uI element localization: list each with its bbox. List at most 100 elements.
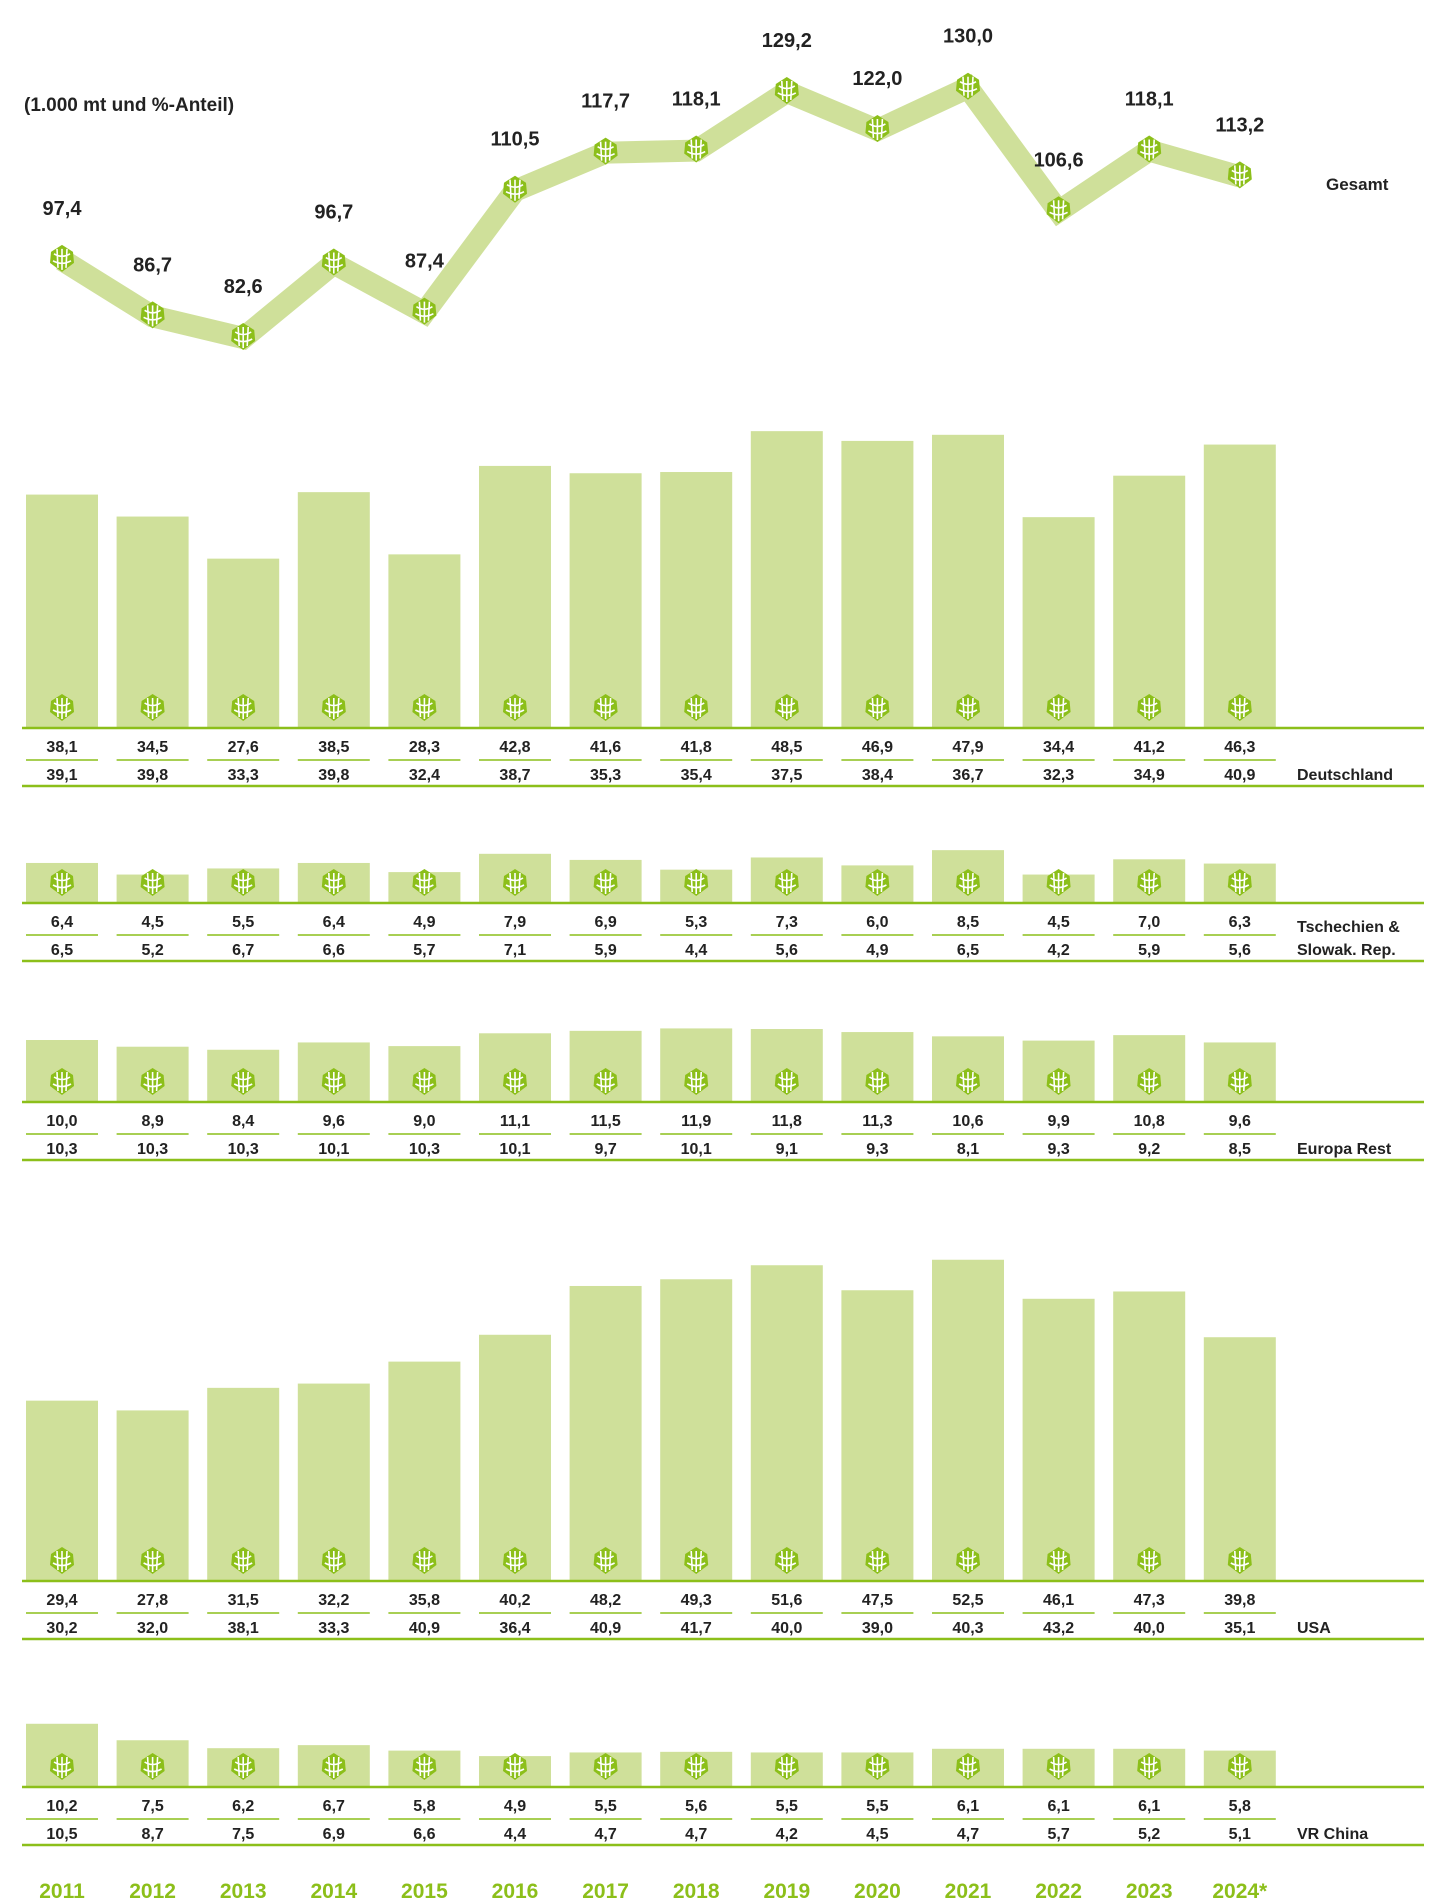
share-label: 5,9 [1138, 942, 1160, 959]
share-label: 9,3 [866, 1141, 888, 1158]
bar [388, 1361, 461, 1580]
series-label: Gesamt [1326, 175, 1389, 194]
share-label: 39,1 [46, 767, 77, 784]
share-label: 5,6 [1229, 942, 1251, 959]
share-label: 38,4 [862, 767, 893, 784]
data-label: 110,5 [491, 129, 540, 151]
year-label: 2021 [945, 1880, 992, 1903]
share-label: 41,7 [681, 1620, 712, 1637]
series-label: VR China [1297, 1826, 1368, 1843]
share-label: 4,9 [866, 942, 888, 959]
value-label: 6,7 [323, 1798, 345, 1815]
data-label: 82,6 [224, 276, 263, 298]
share-label: 7,5 [232, 1826, 254, 1843]
value-label: 9,0 [413, 1113, 435, 1130]
value-label: 5,5 [776, 1798, 798, 1815]
bar [1022, 1298, 1095, 1580]
value-label: 8,9 [141, 1113, 163, 1130]
data-label: 117,7 [581, 91, 630, 113]
share-label: 4,4 [685, 942, 707, 959]
share-label: 6,7 [232, 942, 254, 959]
value-label: 27,6 [228, 739, 259, 756]
share-label: 5,7 [413, 942, 435, 959]
share-label: 8,5 [1229, 1141, 1251, 1158]
value-label: 9,9 [1047, 1113, 1069, 1130]
value-label: 10,8 [1134, 1113, 1165, 1130]
share-label: 8,7 [141, 1826, 163, 1843]
share-label: 6,6 [413, 1826, 435, 1843]
series-label: Deutschland [1297, 767, 1393, 784]
year-label: 2022 [1035, 1880, 1082, 1903]
value-label: 6,0 [866, 914, 888, 931]
value-label: 8,4 [232, 1113, 254, 1130]
value-label: 11,8 [772, 1113, 802, 1130]
value-label: 51,6 [771, 1592, 802, 1609]
share-label: 9,2 [1138, 1141, 1160, 1158]
value-label: 10,6 [952, 1113, 983, 1130]
data-label: 129,2 [762, 30, 812, 52]
bar [660, 472, 733, 727]
value-label: 8,5 [957, 914, 979, 931]
share-label: 40,0 [1134, 1620, 1165, 1637]
share-label: 5,6 [776, 942, 798, 959]
share-label: 9,7 [594, 1141, 616, 1158]
share-label: 6,6 [323, 942, 345, 959]
share-label: 5,2 [1138, 1826, 1160, 1843]
value-label: 32,2 [318, 1592, 349, 1609]
value-label: 41,6 [590, 739, 621, 756]
share-label: 39,8 [137, 767, 168, 784]
value-label: 6,3 [1229, 914, 1251, 931]
value-label: 11,5 [590, 1113, 620, 1130]
share-label: 35,4 [681, 767, 712, 784]
data-label: 86,7 [133, 254, 172, 276]
share-label: 5,1 [1229, 1826, 1251, 1843]
value-label: 7,9 [504, 914, 526, 931]
bar [26, 494, 98, 727]
value-label: 9,6 [323, 1113, 345, 1130]
value-label: 40,2 [499, 1592, 530, 1609]
value-label: 48,2 [590, 1592, 621, 1609]
year-label: 2020 [854, 1880, 901, 1903]
share-label: 10,3 [409, 1141, 440, 1158]
value-label: 7,0 [1138, 914, 1160, 931]
value-label: 39,8 [1224, 1592, 1255, 1609]
year-label: 2018 [673, 1880, 720, 1903]
share-label: 6,9 [323, 1826, 345, 1843]
year-label: 2015 [401, 1880, 448, 1903]
bar [841, 1290, 914, 1580]
value-label: 7,5 [141, 1798, 163, 1815]
value-label: 4,9 [413, 914, 435, 931]
share-label: 36,4 [499, 1620, 530, 1637]
share-label: 32,0 [137, 1620, 168, 1637]
value-label: 5,6 [685, 1798, 707, 1815]
bar [932, 434, 1004, 727]
bar [1203, 1337, 1276, 1580]
share-label: 39,8 [318, 767, 349, 784]
value-label: 4,5 [141, 914, 163, 931]
value-label: 46,3 [1224, 739, 1255, 756]
value-label: 47,9 [952, 739, 983, 756]
share-label: 32,3 [1043, 767, 1074, 784]
bar [932, 1259, 1004, 1580]
value-label: 38,1 [46, 739, 77, 756]
share-label: 6,5 [957, 942, 979, 959]
share-label: 4,2 [776, 1826, 798, 1843]
value-label: 46,1 [1043, 1592, 1074, 1609]
share-label: 5,7 [1047, 1826, 1069, 1843]
year-label: 2011 [39, 1880, 85, 1903]
value-label: 5,3 [685, 914, 707, 931]
value-label: 49,3 [681, 1592, 712, 1609]
value-label: 11,3 [862, 1113, 892, 1130]
bar [1203, 444, 1276, 727]
value-label: 28,3 [409, 739, 440, 756]
share-label: 10,3 [46, 1141, 77, 1158]
value-label: 9,6 [1229, 1113, 1251, 1130]
data-label: 97,4 [43, 198, 83, 220]
unit-note: (1.000 mt und %-Anteil) [24, 95, 234, 116]
value-label: 48,5 [771, 739, 802, 756]
gesamt-line [56, 73, 1243, 350]
share-label: 40,9 [1224, 767, 1255, 784]
value-label: 11,1 [500, 1113, 530, 1130]
series-label: Europa Rest [1297, 1141, 1392, 1158]
